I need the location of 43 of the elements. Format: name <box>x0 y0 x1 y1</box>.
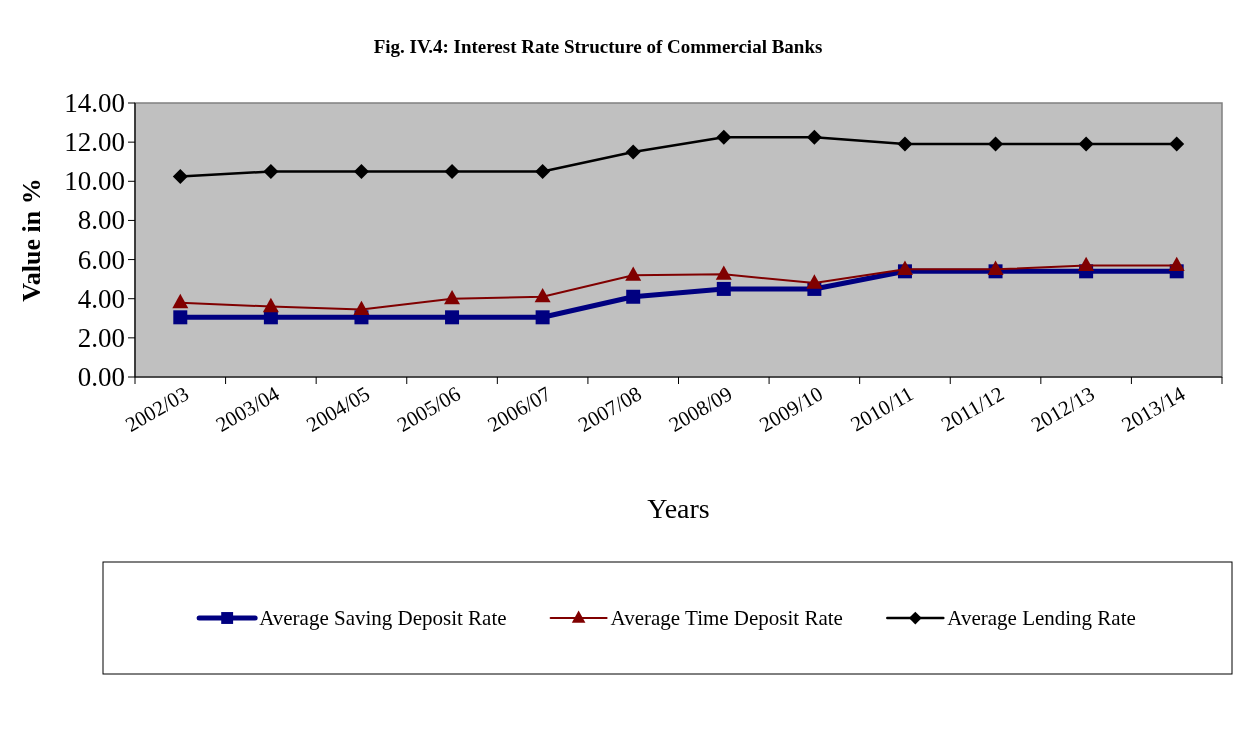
point <box>353 300 370 316</box>
point <box>715 265 732 280</box>
point <box>716 281 731 296</box>
point <box>444 289 461 305</box>
y-tick-label: 10.00 <box>64 166 125 197</box>
y-tick-label: 2.00 <box>77 322 125 353</box>
point <box>1078 136 1094 152</box>
y-tick-label: 14.00 <box>64 88 125 118</box>
legend-label: Average Lending Rate <box>947 606 1136 630</box>
legend-label: Average Time Deposit Rate <box>610 606 843 630</box>
point <box>535 310 550 325</box>
y-tick-label: 8.00 <box>77 205 125 236</box>
point <box>897 136 913 152</box>
point <box>173 310 188 325</box>
chart-title: Fig. IV.4: Interest Rate Structure of Commercial Banks <box>373 36 823 57</box>
point <box>806 274 823 289</box>
y-axis-title: Value in % <box>17 178 46 302</box>
point <box>896 260 913 275</box>
y-tick-label: 6.00 <box>77 244 125 275</box>
point <box>987 260 1004 275</box>
point <box>988 136 1004 152</box>
point <box>353 164 369 179</box>
point <box>444 164 460 179</box>
point <box>263 164 279 179</box>
point <box>445 310 460 325</box>
point <box>172 293 189 309</box>
legend-label: Average Saving Deposit Rate <box>259 606 507 630</box>
point <box>1169 136 1185 152</box>
point <box>626 289 641 304</box>
point <box>262 297 279 313</box>
point <box>1078 256 1095 272</box>
point <box>534 287 551 303</box>
y-tick-label: 4.00 <box>77 283 125 314</box>
point <box>806 129 822 145</box>
y-tick-label: 12.00 <box>64 127 125 158</box>
point <box>172 168 188 184</box>
y-tick-label: 0.00 <box>77 362 125 392</box>
point <box>716 129 732 145</box>
point <box>625 144 641 160</box>
point <box>625 266 642 281</box>
point <box>535 164 551 179</box>
point <box>1168 256 1185 272</box>
x-axis-title: Years <box>647 493 710 524</box>
